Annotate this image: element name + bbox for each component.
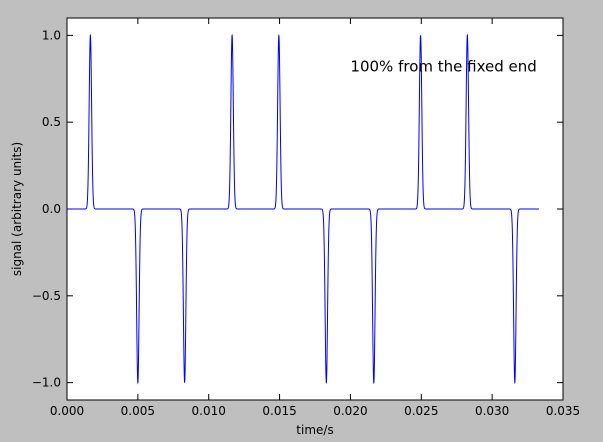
y-tick-label: −0.5 (32, 289, 61, 303)
x-tick-label: 0.005 (121, 404, 155, 418)
y-axis-label: signal (arbitrary units) (10, 142, 24, 276)
plot-frame (66, 17, 564, 401)
x-tick-label: 0.010 (192, 404, 226, 418)
x-tick-label: 0.000 (50, 404, 84, 418)
x-tick-label: 0.015 (262, 404, 296, 418)
x-tick-label: 0.020 (333, 404, 367, 418)
x-axis-label: time/s (296, 423, 333, 437)
y-tick-label: 0.5 (42, 115, 61, 129)
tick-labels: 0.000 0.005 0.010 0.015 0.020 0.025 0.030 0.035… (32, 28, 580, 418)
signal-line (67, 33, 539, 385)
x-tick-label: 0.035 (546, 404, 580, 418)
y-tick-label: 0.0 (42, 202, 61, 216)
x-tick-label: 0.025 (404, 404, 438, 418)
annotation: 100% from the fixed end (350, 58, 536, 76)
x-tick-label: 0.030 (475, 404, 509, 418)
y-tick-label: −1.0 (32, 376, 61, 390)
y-tick-label: 1.0 (42, 28, 61, 42)
